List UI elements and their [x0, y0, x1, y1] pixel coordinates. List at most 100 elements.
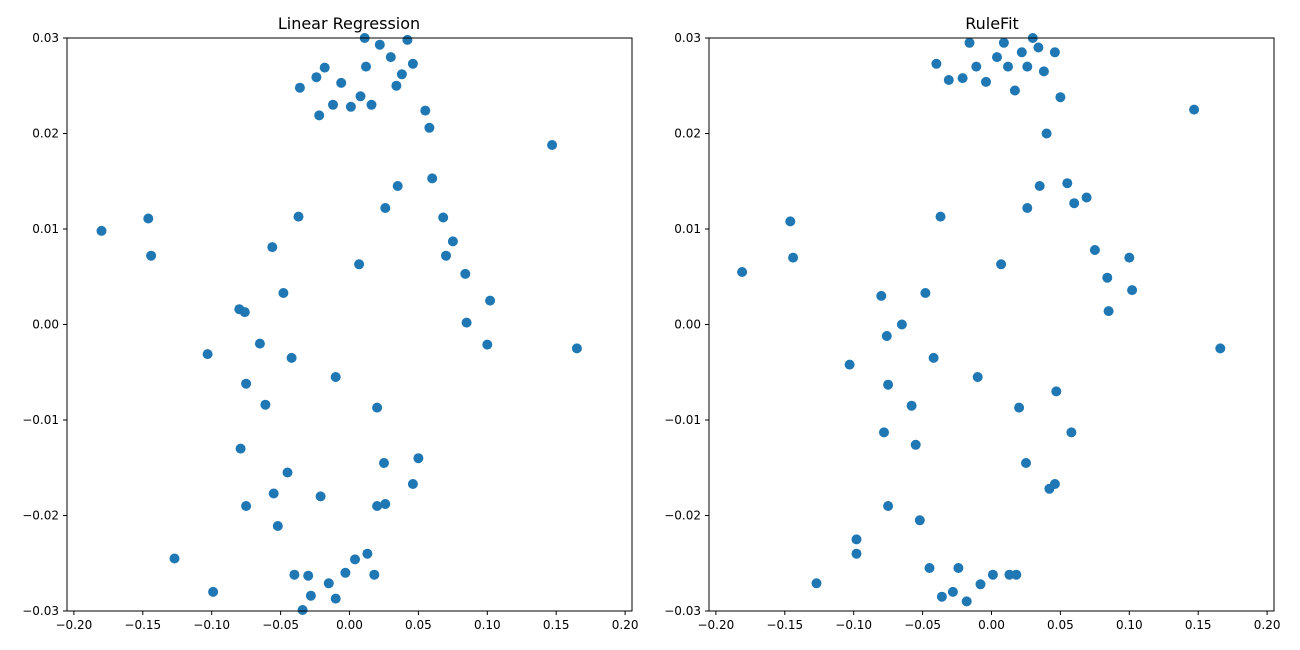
scatter-point: [305, 590, 316, 601]
scatter-point: [385, 52, 396, 63]
scatter-point: [1016, 47, 1027, 58]
scatter-point: [303, 570, 314, 581]
scatter-point: [482, 339, 493, 350]
y-tick-label: −0.02: [664, 509, 701, 523]
scatter-point: [844, 359, 855, 370]
scatter-point: [1049, 47, 1060, 58]
scatter-point: [438, 212, 449, 223]
scatter-point: [910, 439, 921, 450]
panel-linear-regression: Linear Regression −0.20 −0.15 −0.10 −0.05 0.…: [22, 14, 638, 632]
scatter-point: [96, 225, 107, 236]
scatter-point: [1041, 128, 1052, 139]
x-tick-label: −0.10: [193, 618, 230, 632]
scatter-point: [143, 213, 154, 224]
scatter-point: [737, 267, 748, 277]
scatter-point: [323, 578, 334, 589]
y-tick-label: 0.00: [32, 318, 59, 332]
scatter-point: [906, 400, 917, 411]
x-tick-label: 0.20: [612, 618, 639, 632]
scatter-point: [931, 58, 942, 69]
scatter-point: [547, 140, 558, 150]
scatter-point: [981, 76, 991, 87]
scatter-point: [379, 458, 389, 468]
scatter-point: [340, 567, 351, 578]
scatter-point: [407, 479, 418, 489]
scatter-point: [314, 110, 325, 121]
scatter-point: [241, 378, 252, 389]
scatter-point: [282, 467, 293, 478]
scatter-point: [294, 82, 305, 93]
scatter-point: [254, 338, 265, 349]
scatter-point: [380, 203, 391, 213]
x-tick-label: −0.05: [904, 618, 941, 632]
scatter-point: [957, 73, 968, 84]
x-tick-label: 0.05: [405, 618, 432, 632]
scatter-point: [1022, 61, 1033, 72]
scatter-point: [208, 586, 219, 597]
scatter-point: [330, 372, 341, 382]
scatter-point: [361, 61, 371, 72]
y-tick-label: −0.03: [664, 604, 701, 618]
scatter-point: [785, 216, 796, 227]
x-tick-label: −0.05: [262, 618, 299, 632]
scatter-point: [1062, 178, 1073, 189]
x-axis: −0.20 −0.15 −0.10 −0.05 0.00 0.05 0.10 0.15 0.20: [697, 611, 1280, 632]
scatter-point: [883, 379, 894, 390]
scatter-point: [202, 349, 213, 360]
scatter-point: [961, 596, 972, 607]
scatter-point: [461, 317, 472, 328]
scatter-point: [1009, 85, 1020, 96]
scatter-point: [947, 586, 958, 597]
chart-title: RuleFit: [965, 14, 1019, 33]
scatter-point: [1049, 479, 1060, 489]
x-tick-label: 0.10: [474, 618, 501, 632]
scatter-point: [268, 488, 279, 499]
scatter-point: [571, 343, 582, 354]
scatter-point: [315, 491, 326, 502]
scatter-point: [239, 307, 250, 318]
scatter-point: [355, 91, 366, 102]
scatter-point: [336, 77, 347, 88]
plot-frame: [708, 37, 1275, 612]
scatter-point: [924, 563, 935, 573]
plot-frame: [66, 37, 633, 612]
scatter-point: [350, 554, 360, 565]
scatter-point: [1004, 569, 1015, 580]
scatter-point: [998, 37, 1009, 48]
scatter-point: [851, 548, 862, 559]
scatter-point: [953, 563, 964, 573]
y-tick-label: 0.01: [674, 222, 701, 236]
scatter-point: [391, 80, 402, 91]
scatter-point: [1022, 203, 1033, 213]
scatter-point: [413, 453, 424, 464]
y-tick-label: 0.01: [32, 222, 59, 236]
y-tick-label: −0.01: [22, 413, 59, 427]
scatter-point: [1055, 92, 1066, 103]
scatter-point: [972, 372, 983, 382]
scatter-point: [1014, 402, 1025, 413]
scatter-point: [881, 331, 892, 341]
x-tick-label: −0.10: [835, 618, 872, 632]
scatter-point: [441, 250, 451, 261]
scatter-point: [896, 319, 907, 330]
x-axis: −0.20 −0.15 −0.10 −0.05 0.00 0.05 0.10 0.15 0.20: [55, 611, 638, 632]
scatter-point: [971, 61, 982, 72]
scatter-point: [788, 252, 799, 263]
scatter-point: [260, 399, 271, 410]
scatter-point: [943, 75, 954, 85]
x-tick-label: 0.05: [1047, 618, 1074, 632]
scatter-point: [975, 579, 986, 590]
scatter-point: [485, 295, 496, 306]
scatter-point: [241, 501, 252, 511]
scatter-point: [267, 242, 278, 253]
scatter-point: [427, 173, 438, 184]
scatter-point: [297, 605, 308, 615]
scatter-point: [354, 259, 365, 270]
scatter-point: [1069, 198, 1080, 209]
scatter-point: [1066, 427, 1077, 438]
scatter-point: [392, 181, 403, 191]
scatter-points: [737, 33, 1226, 607]
scatter-point: [1189, 104, 1200, 115]
scatter-point: [380, 499, 391, 509]
